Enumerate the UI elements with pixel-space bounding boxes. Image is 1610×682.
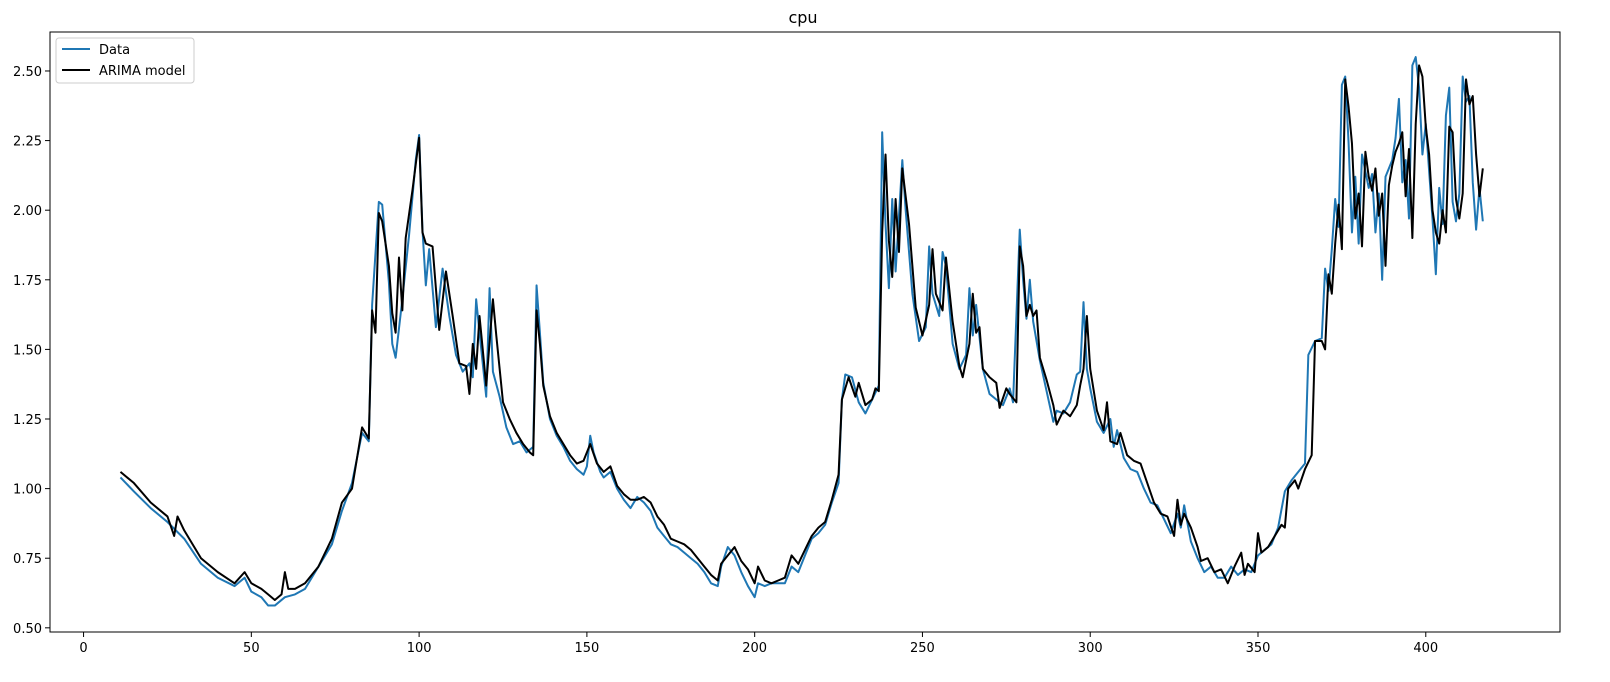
- y-tick-label: 1.25: [13, 413, 42, 428]
- y-tick-label: 0.50: [13, 622, 42, 637]
- legend: Data ARIMA model: [55, 37, 195, 84]
- x-tick-label: 350: [1246, 641, 1271, 656]
- legend-box: [55, 37, 195, 84]
- x-tick-label: 250: [910, 641, 935, 656]
- y-tick-label: 1.50: [13, 343, 42, 358]
- x-tick-label: 0: [79, 641, 87, 656]
- series-line-data: [119, 56, 1484, 607]
- x-tick-label: 200: [742, 641, 767, 656]
- x-tick-label: 50: [243, 641, 260, 656]
- x-tick-label: 150: [574, 641, 599, 656]
- y-tick-label: 1.00: [13, 483, 42, 498]
- x-tick-label: 400: [1413, 641, 1438, 656]
- x-tick-label: 100: [407, 641, 432, 656]
- x-axis: 0 50 100 150 200 250 300 350 400: [79, 632, 1438, 656]
- y-tick-label: 0.75: [13, 552, 42, 567]
- y-tick-label: 2.00: [13, 204, 42, 219]
- axes-frame: [49, 31, 1561, 633]
- plot-area: 0 50 100 150 200 250 300 350 400 0.50 0.75 1.00 1.2…: [13, 31, 1561, 656]
- y-axis: 0.50 0.75 1.00 1.25 1.50 1.75 2.00 2.25 2.50: [13, 65, 50, 637]
- y-tick-label: 2.25: [13, 135, 42, 150]
- chart-title: cpu: [788, 8, 817, 27]
- y-tick-label: 1.75: [13, 274, 42, 289]
- series-layer: [119, 56, 1484, 607]
- y-tick-label: 2.50: [13, 65, 42, 80]
- legend-label-arima-model: ARIMA model: [99, 64, 185, 79]
- legend-label-data: Data: [99, 43, 130, 58]
- series-line-arima-model: [119, 64, 1484, 601]
- x-tick-label: 300: [1078, 641, 1103, 656]
